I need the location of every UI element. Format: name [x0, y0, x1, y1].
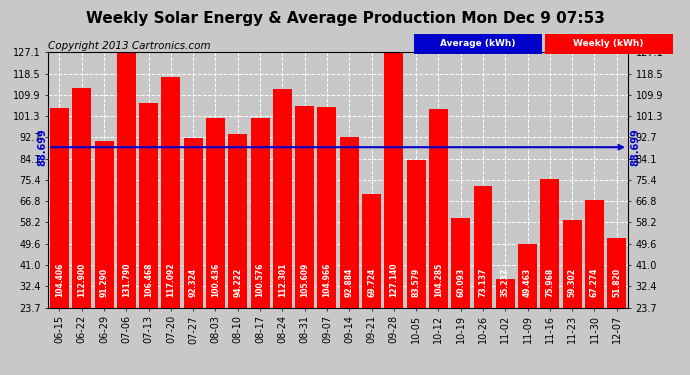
Text: 94.222: 94.222 [233, 268, 242, 297]
Text: 106.468: 106.468 [144, 262, 153, 297]
Text: 83.579: 83.579 [412, 268, 421, 297]
Bar [250, 118, 270, 366]
Text: 88.699: 88.699 [38, 128, 48, 166]
Text: 117.092: 117.092 [166, 262, 175, 297]
Text: 104.966: 104.966 [322, 262, 331, 297]
Bar [362, 194, 381, 366]
Text: 91.290: 91.290 [99, 268, 108, 297]
Bar [117, 41, 136, 366]
Text: 60.093: 60.093 [456, 268, 465, 297]
Text: 49.463: 49.463 [523, 268, 532, 297]
Bar [273, 89, 292, 366]
Bar [540, 178, 560, 366]
Text: 67.274: 67.274 [590, 267, 599, 297]
Text: 92.324: 92.324 [188, 268, 198, 297]
Text: 35.237: 35.237 [501, 268, 510, 297]
Bar [563, 220, 582, 366]
Text: 127.140: 127.140 [389, 262, 398, 297]
Text: 59.302: 59.302 [568, 268, 577, 297]
Text: Weekly Solar Energy & Average Production Mon Dec 9 07:53: Weekly Solar Energy & Average Production… [86, 11, 604, 26]
Text: Average (kWh): Average (kWh) [440, 39, 515, 48]
Text: 112.900: 112.900 [77, 262, 86, 297]
Bar [384, 53, 404, 366]
Bar [607, 238, 627, 366]
Bar [295, 105, 314, 366]
Text: Copyright 2013 Cartronics.com: Copyright 2013 Cartronics.com [48, 41, 211, 51]
Bar [496, 279, 515, 366]
Bar [518, 244, 537, 366]
Text: Weekly (kWh): Weekly (kWh) [573, 39, 644, 48]
Bar [95, 141, 114, 366]
Bar [473, 186, 493, 366]
Text: 100.576: 100.576 [255, 262, 264, 297]
Text: 100.436: 100.436 [211, 262, 220, 297]
Text: 69.724: 69.724 [367, 268, 376, 297]
Bar [184, 138, 203, 366]
Bar [451, 218, 470, 366]
Bar [585, 200, 604, 366]
Bar [406, 160, 426, 366]
Text: 75.968: 75.968 [545, 268, 554, 297]
Text: 51.820: 51.820 [612, 268, 621, 297]
Bar [317, 107, 337, 366]
Bar [429, 109, 448, 366]
Text: 92.884: 92.884 [345, 267, 354, 297]
Text: 131.790: 131.790 [122, 262, 131, 297]
Bar [139, 104, 158, 366]
Text: 104.285: 104.285 [434, 262, 443, 297]
Bar [339, 137, 359, 366]
Bar [50, 108, 69, 366]
Text: 104.406: 104.406 [55, 262, 64, 297]
Text: 88.699: 88.699 [630, 128, 640, 166]
Bar [161, 77, 180, 366]
Bar [72, 87, 91, 366]
Bar [228, 134, 247, 366]
Text: 73.137: 73.137 [478, 267, 488, 297]
Text: 112.301: 112.301 [278, 262, 287, 297]
Bar [206, 118, 225, 366]
Text: 105.609: 105.609 [300, 262, 309, 297]
